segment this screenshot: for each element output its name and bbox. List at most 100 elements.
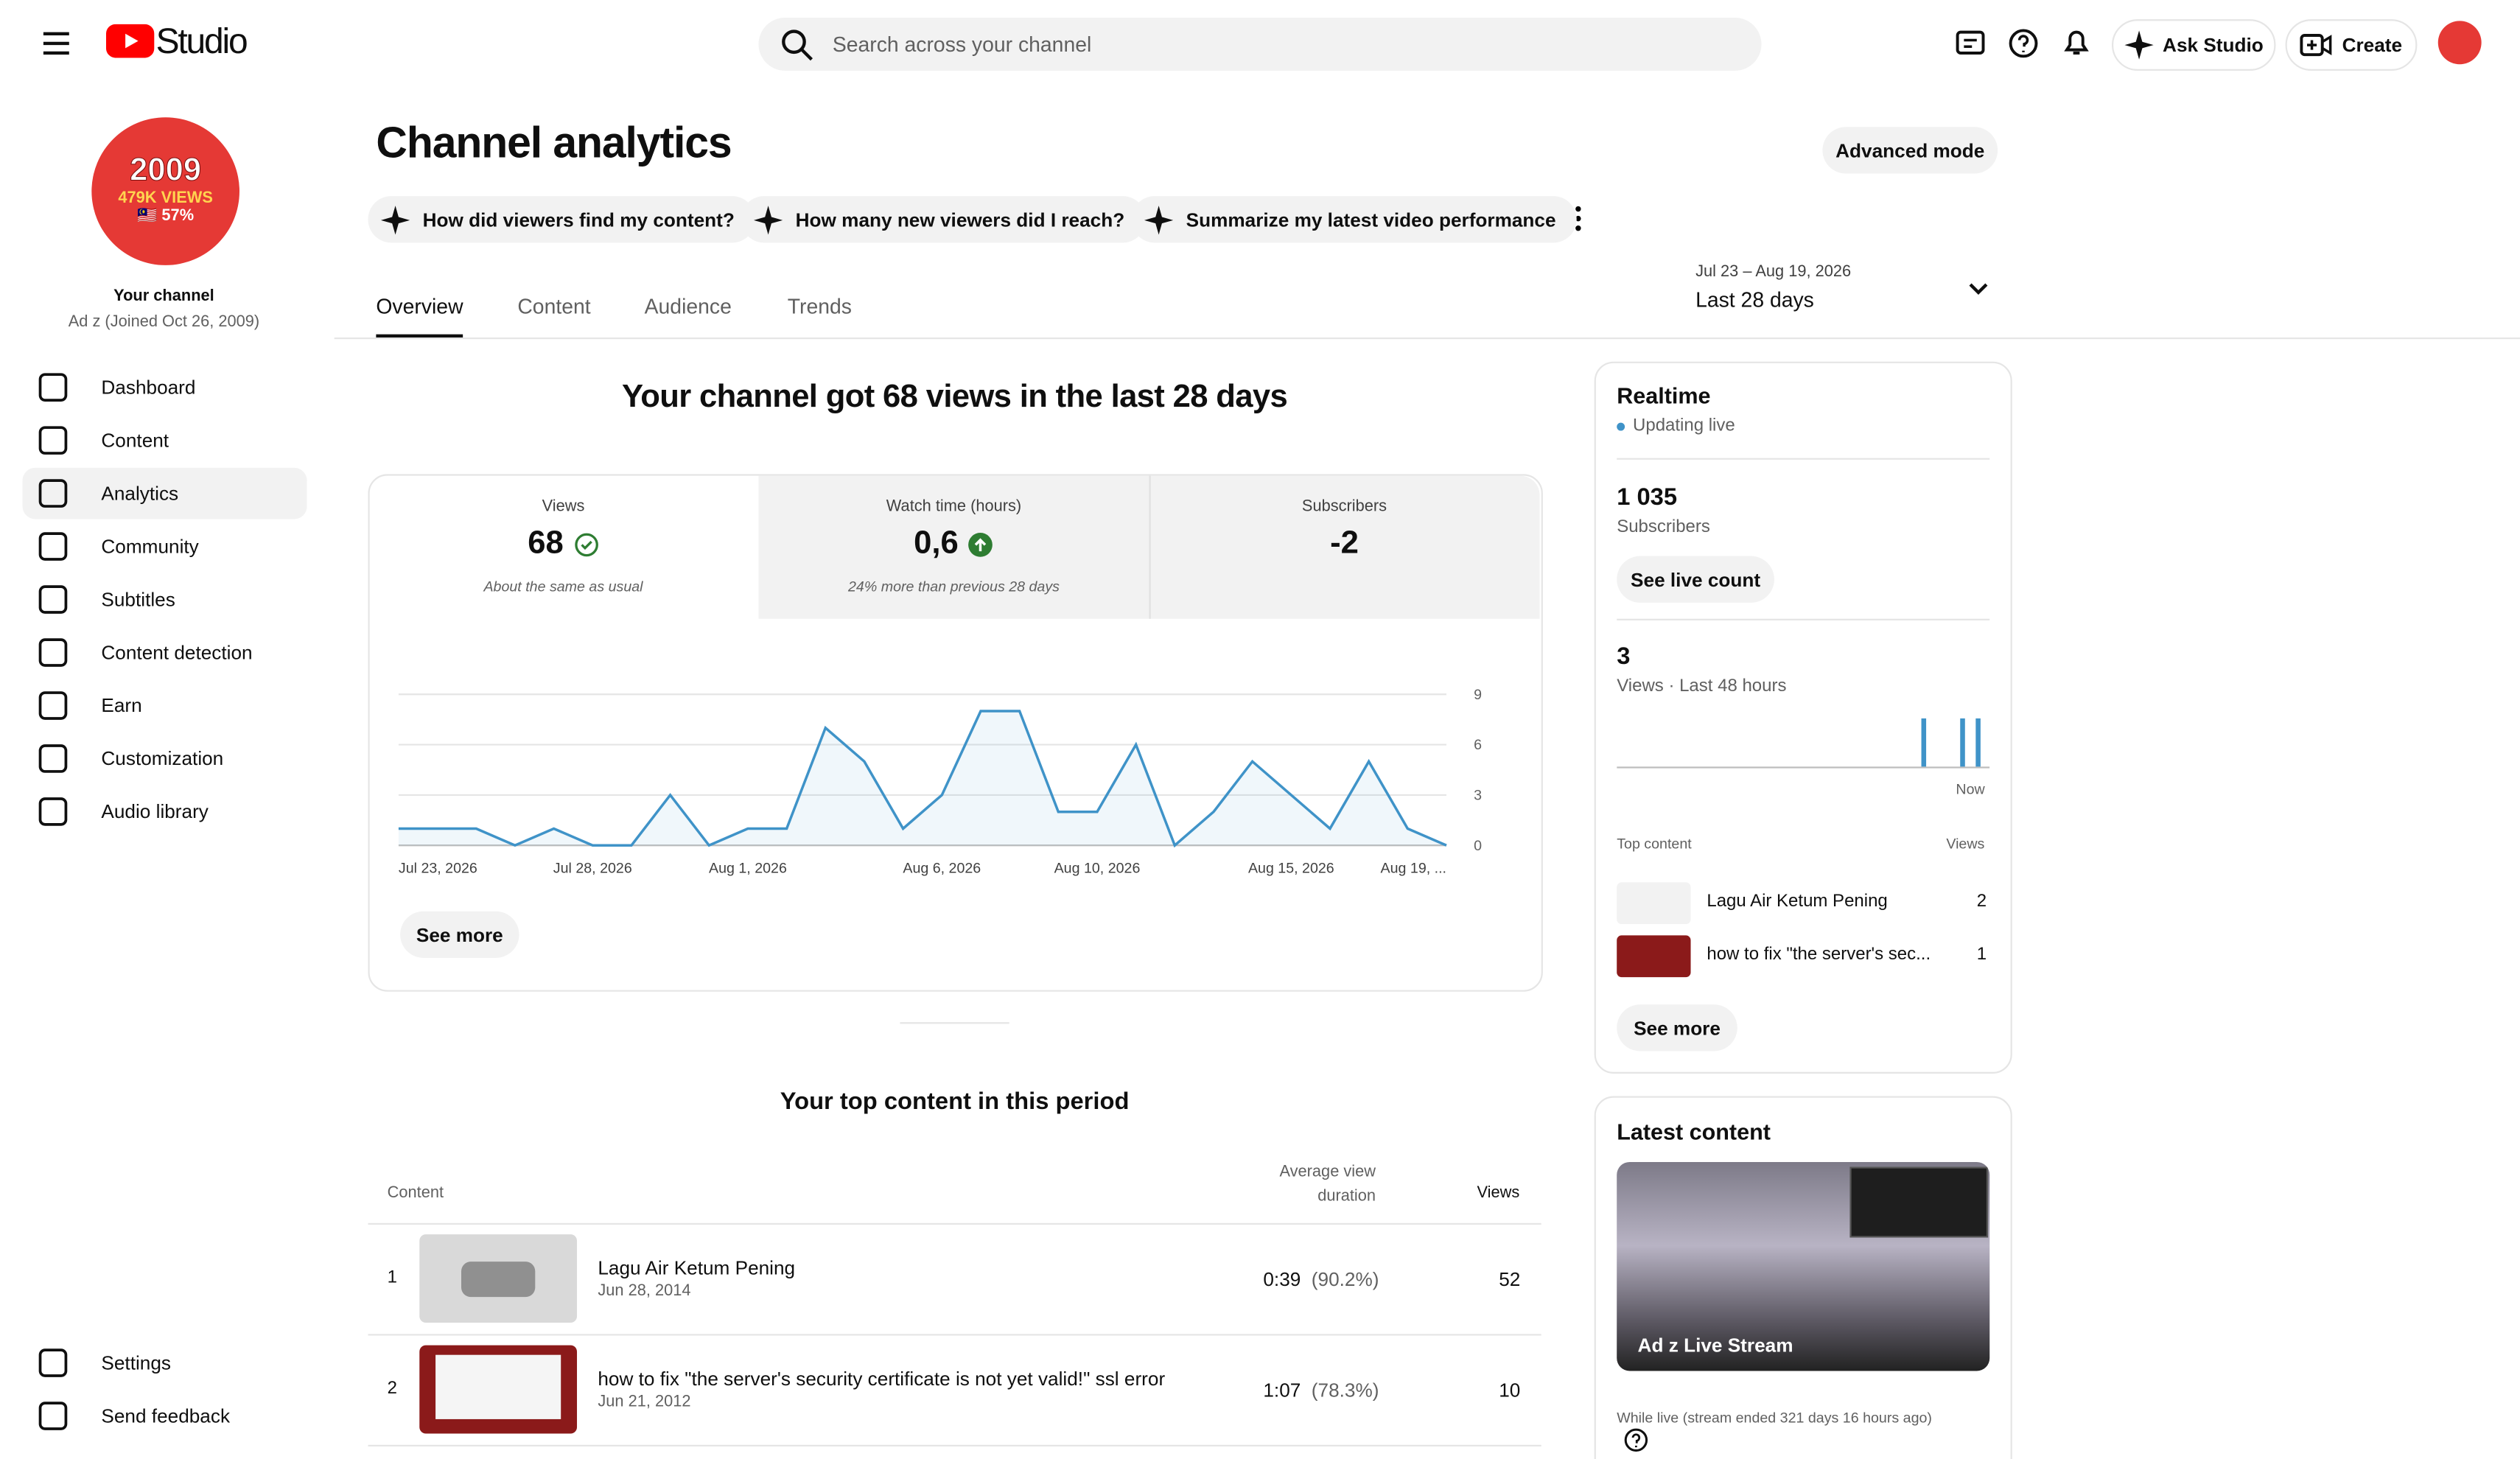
- views: 10: [1499, 1379, 1521, 1402]
- nav-item[interactable]: Analytics: [22, 467, 307, 519]
- nav-item[interactable]: Settings: [23, 1337, 307, 1389]
- nav-label: Earn: [101, 694, 142, 717]
- content-title[interactable]: how to fix "the server's security certif…: [598, 1368, 1166, 1390]
- nav-label: Subtitles: [101, 588, 175, 611]
- nav-label: Settings: [101, 1351, 171, 1374]
- nav-item[interactable]: Subtitles: [23, 574, 307, 626]
- now-label: Now: [1956, 781, 1985, 797]
- content-date: Jun 21, 2012: [598, 1393, 691, 1412]
- thumbnail[interactable]: [1617, 882, 1691, 925]
- live-dot: [1617, 422, 1625, 431]
- menu-icon[interactable]: [42, 30, 71, 56]
- logo-text[interactable]: Studio: [155, 21, 248, 61]
- y-tick-label: 3: [1474, 787, 1482, 803]
- ask-studio-button[interactable]: Ask Studio: [2111, 19, 2276, 71]
- realtime-item-views: 2: [1976, 892, 1987, 912]
- thumbnail[interactable]: [1617, 935, 1691, 978]
- more-icon[interactable]: [1572, 204, 1584, 233]
- avg-duration: 0:39: [1263, 1267, 1301, 1291]
- latest-note: While live (stream ended 321 days 16 hou…: [1617, 1409, 1932, 1426]
- search-box[interactable]: Search across your channel: [758, 17, 1762, 71]
- views: 52: [1499, 1267, 1521, 1291]
- nav-icon: [38, 1402, 68, 1430]
- content-date: Jun 28, 2014: [598, 1282, 691, 1301]
- bell-icon[interactable]: [2060, 26, 2093, 58]
- nav-icon: [38, 373, 68, 402]
- prompt-chip[interactable]: How many new viewers did I reach?: [741, 196, 1146, 243]
- row-divider: [368, 1334, 1541, 1336]
- thumb-icon: [461, 1262, 536, 1298]
- overview-card: [368, 474, 1543, 992]
- latest-thumbnail[interactable]: Ad z Live Stream: [1617, 1161, 1990, 1371]
- bar: [1975, 718, 1981, 767]
- date-label[interactable]: Last 28 days: [1695, 287, 1814, 312]
- realtime-views: 3: [1617, 643, 1631, 671]
- nav-icon: [38, 1348, 68, 1377]
- nav-item[interactable]: Customization: [23, 733, 307, 785]
- dropdown-icon[interactable]: [1967, 281, 1990, 298]
- metric-subscribers[interactable]: Subscribers -2: [1149, 476, 1540, 619]
- metric-label: Views: [542, 498, 585, 517]
- prompt-chip[interactable]: How did viewers find my content?: [368, 196, 756, 243]
- create-button[interactable]: Create: [2285, 19, 2418, 71]
- realtime-item-title[interactable]: how to fix "the server's sec...: [1707, 945, 1931, 965]
- divider: [1617, 618, 1990, 620]
- tab[interactable]: Overview: [376, 294, 463, 318]
- video-title: Ad z Live Stream: [1637, 1334, 1793, 1357]
- channel-avatar[interactable]: 2009 479K VIEWS 🇲🇾 57%: [91, 117, 239, 265]
- x-tick-label: Aug 19, ...: [1381, 860, 1446, 876]
- top-content-title: Your top content in this period: [780, 1088, 1130, 1116]
- nav-item[interactable]: Community: [23, 521, 307, 573]
- chip-label: How did viewers find my content?: [422, 208, 735, 231]
- column-header: Content: [387, 1184, 444, 1203]
- thumbnail[interactable]: [419, 1234, 578, 1323]
- metric-views[interactable]: Views 68 About the same as usual: [368, 476, 758, 619]
- realtime-status: Updating live: [1633, 416, 1735, 436]
- thumbnail[interactable]: [419, 1345, 578, 1434]
- nav-icon: [38, 638, 68, 667]
- inset-screen: [1849, 1166, 1989, 1238]
- line: [398, 710, 1447, 848]
- x-tick-label: Aug 15, 2026: [1248, 860, 1334, 876]
- realtime-bar-chart: [1617, 718, 1990, 769]
- nav-icon: [38, 797, 68, 826]
- see-more-button[interactable]: See more: [1617, 1004, 1737, 1052]
- metric-note: 24% more than previous 28 days: [847, 578, 1060, 595]
- account-avatar[interactable]: [2437, 21, 2482, 65]
- nav-item[interactable]: Content detection: [23, 627, 307, 679]
- help-icon[interactable]: [2007, 27, 2040, 60]
- realtime-item-title[interactable]: Lagu Air Ketum Pening: [1707, 892, 1888, 912]
- section-divider: [900, 1022, 1009, 1024]
- x-tick-label: Aug 10, 2026: [1054, 860, 1141, 876]
- up-icon: [969, 531, 993, 556]
- nav-item[interactable]: Earn: [23, 680, 307, 732]
- nav-label: Content: [101, 429, 169, 452]
- nav-item[interactable]: Content: [23, 415, 307, 466]
- nav-item[interactable]: Audio library: [23, 786, 307, 838]
- top-content-label: Top content: [1617, 836, 1692, 852]
- avg-duration: 1:07: [1263, 1379, 1301, 1402]
- advanced-mode-button[interactable]: Advanced mode: [1822, 127, 1998, 174]
- see-more-button[interactable]: See more: [400, 911, 519, 958]
- metric-watch-time[interactable]: Watch time (hours) 0,6 24% more than previ…: [758, 476, 1149, 619]
- y-tick-label: 0: [1474, 838, 1482, 854]
- content-title[interactable]: Lagu Air Ketum Pening: [598, 1256, 796, 1280]
- see-live-count-button[interactable]: See live count: [1617, 556, 1774, 603]
- x-tick-label: Aug 6, 2026: [903, 860, 981, 876]
- tab[interactable]: Content: [517, 294, 591, 318]
- messages-icon[interactable]: [1954, 27, 1987, 60]
- tab[interactable]: Trends: [787, 294, 852, 318]
- avatar-year: 2009: [130, 153, 202, 189]
- x-tick-label: Jul 28, 2026: [553, 860, 632, 876]
- sparkle-icon: [2124, 30, 2153, 60]
- help-icon[interactable]: [1623, 1427, 1649, 1453]
- prompt-chip[interactable]: Summarize my latest video performance: [1131, 196, 1577, 243]
- tab[interactable]: Audience: [644, 294, 732, 318]
- views-column: Views: [1946, 836, 1985, 852]
- nav-item[interactable]: Dashboard: [23, 362, 307, 413]
- nav-item[interactable]: Send feedback: [23, 1390, 307, 1442]
- metric-value: -2: [1330, 525, 1359, 561]
- nav-label: Content detection: [101, 641, 253, 664]
- youtube-logo[interactable]: [105, 24, 155, 58]
